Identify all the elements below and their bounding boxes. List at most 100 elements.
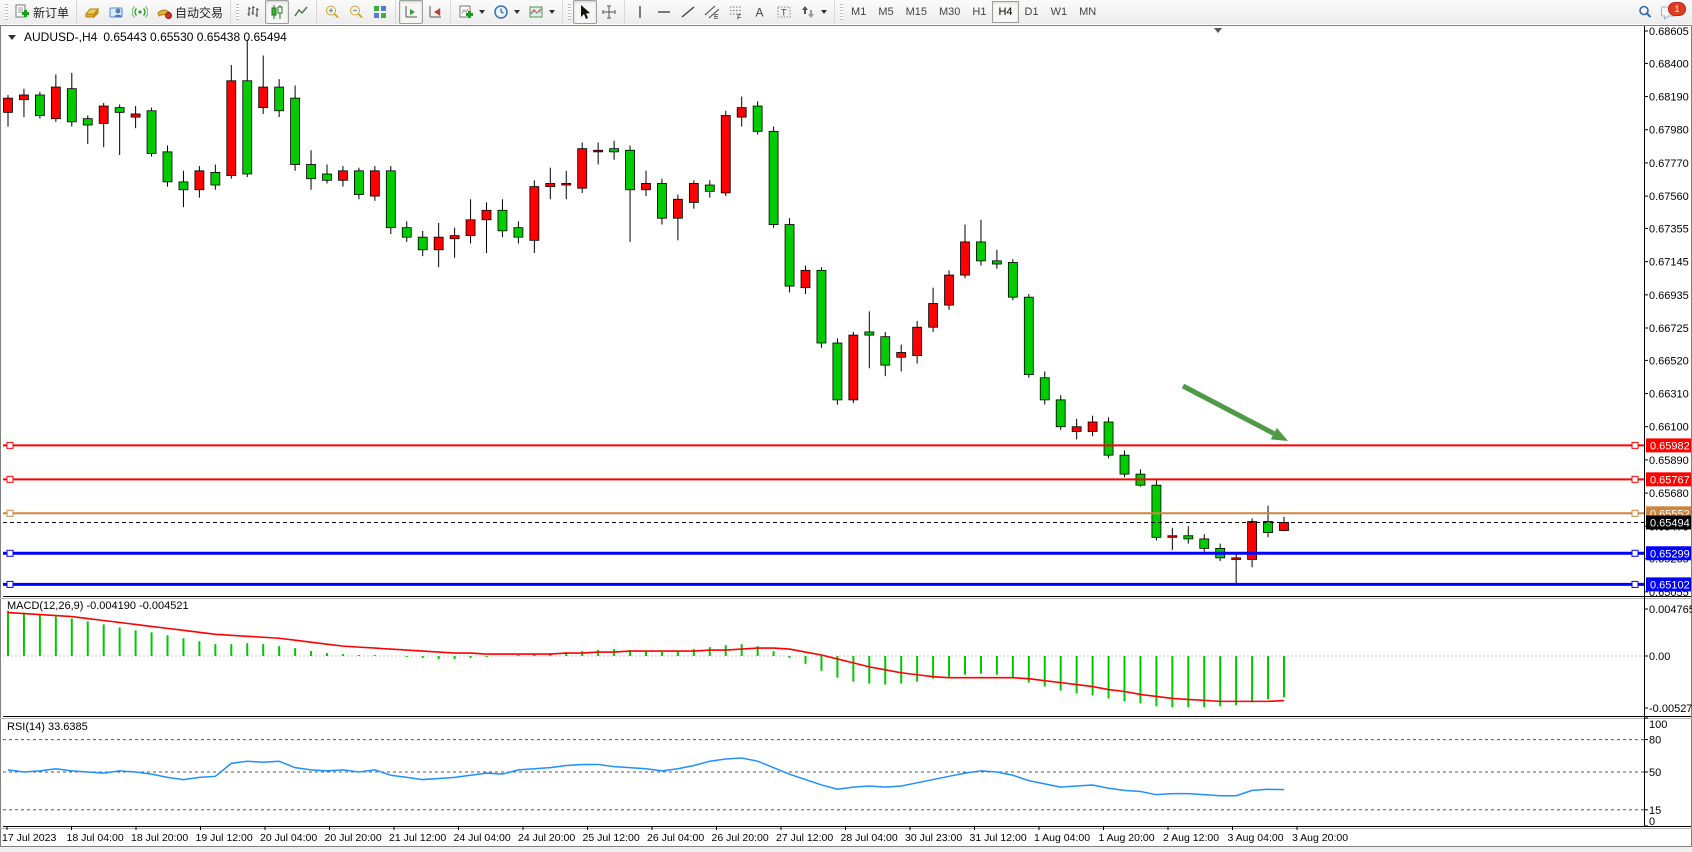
bear-candle <box>385 170 396 229</box>
horizontal-line-button[interactable] <box>652 0 676 24</box>
arrows-button[interactable] <box>796 0 831 24</box>
bear-candle <box>178 181 189 191</box>
templates-button[interactable] <box>524 0 559 24</box>
zoom-in-icon <box>324 4 340 20</box>
price-tick-label: 0.66100 <box>1649 422 1689 434</box>
bear-candle <box>1007 262 1018 298</box>
signals-button[interactable] <box>128 0 152 24</box>
bull-candle <box>50 86 61 120</box>
text-button[interactable]: A <box>748 0 772 24</box>
new-chart-icon <box>458 4 474 20</box>
toolbar-group-zoom <box>316 0 395 24</box>
price-tick-label: 0.67355 <box>1649 223 1689 235</box>
time-tick-label: 25 Jul 12:00 <box>583 832 640 844</box>
bear-candle <box>146 110 157 154</box>
vertical-line-button[interactable] <box>628 0 652 24</box>
periods-clock-icon <box>493 4 509 20</box>
hline-0.65102[interactable]: 0.65102 <box>3 577 1691 592</box>
autotrading-button[interactable]: 自动交易 <box>152 0 227 24</box>
price-tick-label: 0.66520 <box>1649 355 1689 367</box>
timeframe-h4-button[interactable]: H4 <box>992 1 1019 23</box>
hline-0.65767[interactable]: 0.65767 <box>3 472 1691 487</box>
zoom-out-button[interactable] <box>344 0 368 24</box>
cursor-button[interactable] <box>573 0 598 24</box>
toolbar-grip <box>236 4 240 20</box>
macd-tick-label: 0.00 <box>1649 651 1670 663</box>
auto-scroll-button[interactable] <box>399 0 424 24</box>
bear-candle <box>210 171 221 186</box>
chart-ohlc-values: 0.65443 0.65530 0.65438 0.65494 <box>103 30 287 44</box>
timeframe-buttons: M1 M5 M15 M30 H1 H4 D1 W1 MN <box>845 1 1102 23</box>
timeframe-m5-button[interactable]: M5 <box>878 6 894 18</box>
search-button[interactable] <box>1633 0 1657 24</box>
templates-caret-icon <box>549 10 556 14</box>
hline-0.65982[interactable]: 0.65982 <box>3 438 1691 453</box>
timeframe-m15-button[interactable]: M15 <box>905 6 927 18</box>
vertical-line-icon <box>632 4 648 20</box>
timeframe-mn-button[interactable]: MN <box>1079 6 1097 18</box>
timeframe-d1-button[interactable]: D1 <box>1024 6 1039 18</box>
bull-candle <box>338 170 348 181</box>
bear-candle <box>1199 538 1210 549</box>
chart-window-frame <box>0 25 1692 847</box>
bull-candle <box>529 186 540 241</box>
macd-tick-label: -0.005276 <box>1649 703 1692 715</box>
new-chart-caret-icon <box>479 10 486 14</box>
bear-candle <box>625 149 635 191</box>
fibonacci-icon: F <box>728 4 744 20</box>
tile-windows-button[interactable] <box>368 0 392 24</box>
hline-0.65299[interactable]: 0.65299 <box>3 546 1691 561</box>
bear-candle <box>976 241 986 262</box>
price-tag <box>1646 577 1691 592</box>
bull-candle <box>1247 521 1257 560</box>
chart-window: 0.68605 0.68400 0.68190 0.67980 0.67770 0.675… <box>0 24 1692 847</box>
market-depth-button[interactable] <box>80 0 104 24</box>
time-tick-label: 27 Jul 12:00 <box>776 832 833 844</box>
auto-scroll-icon <box>403 4 419 20</box>
bear-candle <box>704 184 715 192</box>
trendline-icon <box>680 4 696 20</box>
community-button[interactable] <box>104 0 128 24</box>
toolbar-group-objects: E F A T <box>624 0 834 24</box>
periods-caret-icon <box>514 10 521 14</box>
equidistant-channel-icon: E <box>704 4 720 20</box>
bear-candle <box>880 336 891 366</box>
new-chart-button[interactable] <box>454 0 489 24</box>
timeframe-m30-button[interactable]: M30 <box>939 6 961 18</box>
new-order-button[interactable]: 新订单 <box>10 0 73 24</box>
macd-histogram <box>7 610 1285 708</box>
line-chart-button[interactable] <box>289 0 313 24</box>
candlestick-chart-button[interactable] <box>265 0 290 24</box>
notifications-button[interactable]: 1 <box>1657 0 1686 24</box>
timeframe-w1-button[interactable]: W1 <box>1050 6 1068 18</box>
chart-shift-marker[interactable] <box>1214 28 1222 33</box>
price-tick-label: 0.66725 <box>1649 323 1689 335</box>
crosshair-button[interactable] <box>597 0 621 24</box>
chart-shift-button[interactable] <box>423 0 447 24</box>
chart-menu-icon[interactable] <box>8 34 16 40</box>
trendline-button[interactable] <box>676 0 700 24</box>
fibonacci-button[interactable]: F <box>724 0 748 24</box>
periods-button[interactable] <box>489 0 524 24</box>
timeframe-h1-button[interactable]: H1 <box>972 6 987 18</box>
price-axis-labels: 0.68605 0.68400 0.68190 0.67980 0.67770 0.675… <box>1644 26 1689 599</box>
bar-chart-button[interactable] <box>241 0 265 24</box>
timeframe-m1-button[interactable]: M1 <box>851 6 867 18</box>
text-label-button[interactable]: T <box>772 0 796 24</box>
bear-candle <box>864 331 875 336</box>
toolbar-group-cursor <box>562 0 624 24</box>
notification-badge: 1 <box>1668 2 1686 16</box>
zoom-in-button[interactable] <box>320 0 344 24</box>
equidistant-channel-button[interactable]: E <box>700 0 724 24</box>
chart-symbol-period: AUDUSD-,H4 <box>24 30 98 44</box>
bear-candle <box>322 173 332 181</box>
time-tick-label: 20 Jul 20:00 <box>325 832 382 844</box>
bear-candle <box>306 164 316 180</box>
bear-candle <box>1183 535 1194 540</box>
toolbar-group-order: 新订单 <box>0 0 76 24</box>
macd-indicator-label: MACD(12,26,9) -0.004190 -0.004521 <box>7 600 189 612</box>
chart-canvas[interactable]: 0.68605 0.68400 0.68190 0.67980 0.67770 0.675… <box>0 24 1692 852</box>
price-tick-label: 0.67770 <box>1649 158 1689 170</box>
rsi-tick-label: 100 <box>1649 719 1667 731</box>
trend-arrow-annotation[interactable] <box>1181 383 1288 441</box>
